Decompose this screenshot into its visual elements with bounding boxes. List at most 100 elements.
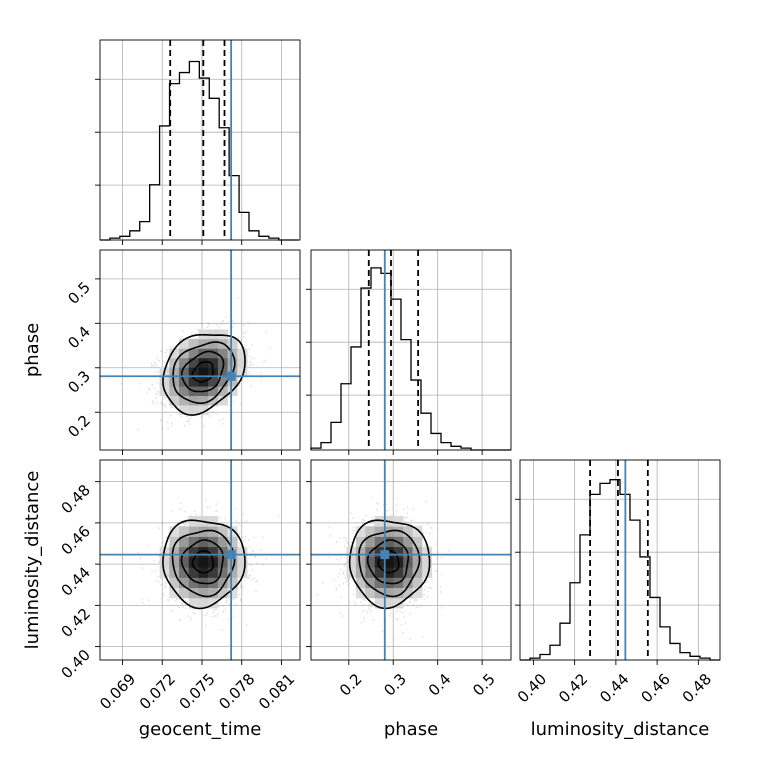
density-geocent_time-luminosity_distance-truth-marker	[226, 550, 236, 560]
density-phase-luminosity_distance-xtick-label-1: 0.3	[380, 670, 410, 700]
hist-luminosity_distance-xtick-label-0: 0.40	[514, 670, 550, 706]
density-phase-luminosity_distance-density-cell	[412, 567, 423, 578]
density-phase-luminosity_distance-density-cell	[355, 536, 366, 548]
density-geocent_time-phase-density-cell	[227, 376, 238, 387]
density-geocent_time-phase-density-cell	[179, 338, 190, 349]
density-geocent_time-luminosity_distance-density-cell	[227, 556, 238, 568]
density-geocent_time-luminosity_distance-density-cell	[217, 536, 228, 548]
density-geocent_time-phase-frame	[99, 249, 301, 451]
density-geocent_time-phase-ytick-label-0: 0.2	[64, 412, 94, 442]
density-geocent_time-luminosity_distance-xtick-label-1: 0.072	[136, 670, 179, 713]
density-geocent_time-luminosity_distance-density-cell	[237, 556, 248, 568]
density-phase-luminosity_distance-contour-3	[348, 519, 431, 610]
hist-luminosity_distance-xtick-label-4: 0.48	[679, 670, 715, 706]
density-geocent_time-luminosity_distance-xtick-label-2: 0.075	[176, 670, 219, 713]
density-geocent_time-luminosity_distance-scatter-points	[137, 499, 280, 631]
density-phase-luminosity_distance-density-cell	[393, 516, 404, 527]
density-geocent_time-luminosity_distance-contour-3	[162, 519, 246, 610]
density-phase-luminosity_distance-density-cell	[422, 567, 432, 578]
density-geocent_time-luminosity_distance-density-cell	[227, 526, 238, 537]
density-phase-luminosity_distance-density-cell	[374, 546, 385, 558]
density-phase-luminosity_distance-density-cell	[412, 526, 423, 537]
density-geocent_time-phase-density-cell	[188, 405, 199, 415]
hist-phase-frame	[310, 249, 512, 451]
hist-luminosity_distance-xtick-label-3: 0.46	[638, 670, 674, 706]
y-axis-label-phase: phase	[22, 323, 43, 377]
density-phase-luminosity_distance-density-cell	[355, 577, 366, 589]
density-phase-luminosity_distance-density-cell	[412, 577, 423, 589]
density-phase-luminosity_distance-density-cell	[403, 587, 414, 599]
density-geocent_time-luminosity_distance-ytick-label-0: 0.40	[58, 646, 94, 682]
density-geocent_time-phase-density-cell	[208, 338, 219, 349]
density-geocent_time-phase-contour-0	[191, 360, 214, 383]
density-geocent_time-phase-density-cell	[227, 338, 238, 349]
hist-panel-geocent_time	[95, 39, 301, 245]
density-geocent_time-phase-density-cell	[188, 376, 199, 387]
density-geocent_time-luminosity_distance-density-cell	[188, 546, 199, 558]
density-geocent_time-luminosity_distance-density-cell	[188, 516, 199, 527]
density-phase-luminosity_distance-density-cell	[374, 556, 385, 568]
density-geocent_time-phase-density-cell	[169, 357, 180, 368]
density-geocent_time-phase-density-cell	[237, 348, 248, 359]
density-geocent_time-phase-ytick-label-3: 0.5	[64, 278, 94, 308]
density-geocent_time-luminosity_distance-density-cell	[227, 536, 238, 548]
hist-panel-luminosity_distance: 0.40 0.42 0.44 0.46 0.48	[514, 459, 721, 706]
density-geocent_time-luminosity_distance-density-cell	[179, 567, 190, 578]
density-phase-luminosity_distance-xtick-label-3: 0.5	[469, 670, 499, 700]
density-geocent_time-luminosity_distance-density-cell	[179, 526, 190, 537]
density-geocent_time-phase-density-cell	[179, 386, 190, 397]
density-phase-luminosity_distance-density-cell	[403, 577, 414, 589]
density-geocent_time-luminosity_distance-density-cell	[208, 516, 219, 527]
density-phase-luminosity_distance-density-cell	[412, 587, 423, 599]
density-geocent_time-phase-density-cell	[198, 338, 209, 349]
density-phase-luminosity_distance-density-cell	[365, 526, 376, 537]
density-geocent_time-phase-density-cell	[179, 395, 190, 406]
density-phase-luminosity_distance-density-cell	[365, 536, 376, 548]
density-geocent_time-phase-density-cell	[169, 395, 180, 406]
density-phase-luminosity_distance-density-cell	[393, 587, 404, 599]
density-geocent_time-luminosity_distance-density-cell	[217, 587, 228, 599]
density-geocent_time-luminosity_distance-density-cell	[179, 587, 190, 599]
density-geocent_time-luminosity_distance-density-cell	[198, 546, 209, 558]
density-geocent_time-luminosity_distance-density-cell	[227, 587, 238, 599]
density-geocent_time-luminosity_distance-density-cell	[169, 536, 180, 548]
density-phase-luminosity_distance-density-cell	[365, 567, 376, 578]
density-geocent_time-luminosity_distance-density-cell	[217, 577, 228, 589]
hist-luminosity_distance-step-line	[520, 479, 720, 661]
density-phase-luminosity_distance-density-cell	[365, 556, 376, 568]
density-phase-luminosity_distance-density-cell	[412, 556, 423, 568]
hist-geocent_time-frame	[99, 39, 301, 241]
density-geocent_time-phase-ytick-label-2: 0.4	[64, 323, 94, 353]
density-geocent_time-phase-density-cell	[208, 376, 219, 387]
density-phase-luminosity_distance-density-cell	[403, 567, 414, 578]
density-phase-luminosity_distance-density-cell	[355, 546, 366, 558]
density-phase-luminosity_distance-density-cell	[393, 597, 404, 609]
density-panel-phase-luminosity_distance: 0.2 0.3 0.4 0.5	[306, 459, 512, 700]
density-phase-luminosity_distance-density-cell	[403, 526, 414, 537]
density-phase-luminosity_distance-density-cell	[365, 587, 376, 599]
density-geocent_time-luminosity_distance-density-cell	[217, 567, 228, 578]
density-geocent_time-phase-density-cell	[169, 367, 180, 378]
density-geocent_time-luminosity_distance-density-cell	[159, 556, 170, 568]
density-phase-luminosity_distance-truth-marker	[380, 550, 390, 560]
density-geocent_time-phase-density-cell	[198, 395, 209, 406]
x-axis-label-phase: phase	[384, 719, 438, 740]
density-phase-luminosity_distance-density-cell	[403, 536, 414, 548]
density-phase-luminosity_distance-density-cell	[355, 526, 366, 537]
density-phase-luminosity_distance-frame	[310, 459, 512, 661]
density-geocent_time-luminosity_distance-density-cell	[188, 567, 199, 578]
density-geocent_time-luminosity_distance-ytick-label-4: 0.48	[58, 481, 94, 517]
density-geocent_time-phase-density-cell	[169, 386, 180, 397]
density-geocent_time-luminosity_distance-xtick-label-3: 0.078	[215, 670, 258, 713]
density-phase-luminosity_distance-density-cell	[384, 587, 395, 599]
density-phase-luminosity_distance-density-cell	[355, 556, 366, 568]
density-geocent_time-luminosity_distance-density-cell	[188, 597, 199, 609]
density-geocent_time-luminosity_distance-density-cell	[169, 556, 180, 568]
density-phase-luminosity_distance-density-cell	[384, 597, 395, 609]
density-phase-luminosity_distance-density-cell	[374, 567, 385, 578]
density-geocent_time-luminosity_distance-density-cell	[208, 546, 219, 558]
density-phase-luminosity_distance-density-cell	[422, 556, 432, 568]
density-phase-luminosity_distance-density-cell	[393, 546, 404, 558]
density-phase-luminosity_distance-density-cell	[422, 546, 432, 558]
